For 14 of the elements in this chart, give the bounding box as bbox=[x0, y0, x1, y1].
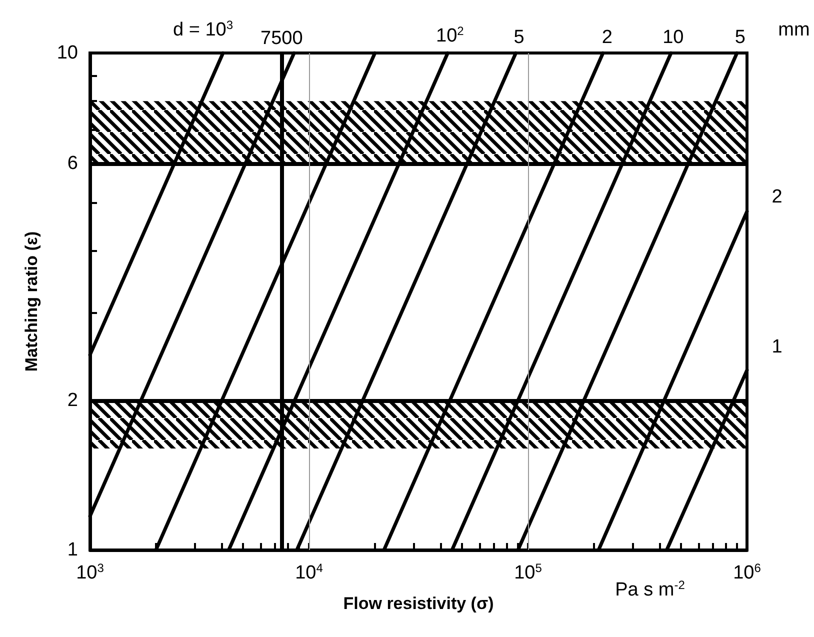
text: 2 bbox=[772, 186, 782, 208]
y-tick-label: 6 bbox=[67, 152, 78, 174]
y-tick-label: 1 bbox=[67, 540, 78, 560]
x-axis-title: Flow resistivity (σ) bbox=[343, 594, 494, 613]
annotation: 2 bbox=[602, 27, 613, 48]
annotation: 5 bbox=[734, 27, 746, 48]
y-axis-title: Matching ratio (ε) bbox=[22, 231, 41, 372]
annotation: 10 bbox=[662, 27, 684, 48]
y-tick-label: 10 bbox=[56, 42, 78, 64]
text: mm bbox=[778, 20, 810, 40]
text: 1 bbox=[772, 336, 782, 358]
ref-line-label: 7500 bbox=[260, 28, 303, 49]
annotation: 5 bbox=[514, 27, 524, 48]
y-tick-label: 2 bbox=[67, 390, 78, 411]
